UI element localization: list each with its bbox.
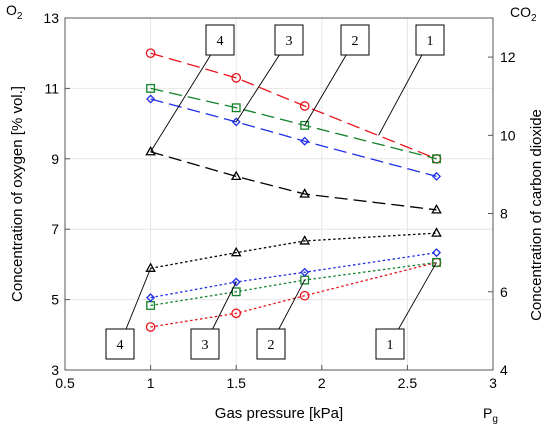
y-right-tick-label: 8: [500, 206, 508, 222]
callout-bottom-label: 1: [387, 338, 394, 353]
data-point-square: [432, 154, 441, 164]
data-point-circle: [145, 322, 156, 332]
series-o2-4: [145, 145, 442, 214]
series-line: [150, 261, 437, 328]
series-line: [150, 261, 437, 307]
callout-box: [274, 24, 304, 56]
series-o2-1: [145, 48, 442, 164]
series-line: [150, 151, 437, 211]
data-point-triangle: [230, 246, 242, 257]
y-left-tick-label: 3: [51, 362, 59, 378]
grid: [64, 17, 494, 371]
callout-bottom-label: 3: [202, 338, 209, 353]
data-point-triangle: [299, 235, 310, 245]
callout-leader: [150, 39, 221, 152]
callout-box: [415, 24, 445, 56]
y-left-tick-label: 7: [51, 221, 59, 237]
series-co2-1: [145, 257, 442, 332]
callout-top-label: 1: [427, 34, 434, 49]
series-group: [145, 48, 442, 332]
y-left-tick-label: 11: [44, 80, 59, 96]
x-tick-label: 2.5: [398, 375, 418, 391]
callout-box: [375, 328, 405, 360]
callout-leader: [378, 39, 431, 136]
data-point-square: [231, 103, 241, 113]
data-point-diamond: [146, 94, 156, 104]
series-line: [150, 87, 437, 160]
y-left-tick-label: 9: [51, 151, 59, 167]
callout-top-label: 2: [352, 34, 359, 49]
series-line: [150, 52, 437, 160]
data-point-circle: [299, 290, 310, 301]
data-point-triangle: [299, 188, 310, 198]
data-point-square: [146, 83, 156, 93]
callout-box: [205, 24, 235, 56]
callout-box: [105, 328, 135, 360]
data-point-circle: [299, 101, 310, 111]
y-left-axis-label: Concentration of oxygen [% vol.]: [9, 86, 26, 302]
callouts: 4 3 2 1 4 3 2 1: [105, 24, 445, 360]
y-right-axis-label: Concentration of carbon dioxide: [528, 109, 545, 321]
series-co2-2: [146, 257, 441, 310]
data-point-triangle: [431, 204, 442, 214]
data-point-circle: [231, 72, 242, 83]
x-tick-label: 1.5: [226, 375, 246, 391]
data-point-diamond: [431, 171, 442, 181]
series-line: [150, 98, 437, 178]
callout-bottom-label: 4: [117, 338, 124, 353]
series-o2-2: [146, 83, 441, 164]
data-point-triangle: [230, 170, 242, 181]
y-right-tick-label: 10: [500, 127, 516, 143]
data-point-diamond: [231, 277, 241, 287]
data-point-triangle: [431, 227, 442, 237]
x-tick-label: 0.5: [55, 375, 75, 391]
callout-box: [256, 328, 286, 360]
x-symbol: Pg: [483, 405, 498, 425]
series-line: [150, 232, 437, 269]
callout-top-label: 3: [286, 34, 293, 49]
x-tick-label: 1: [147, 375, 155, 391]
y-right-symbol: CO2: [510, 4, 537, 24]
data-point-diamond: [431, 248, 442, 258]
callout-bottom-label: 2: [268, 338, 275, 353]
series-co2-3: [146, 248, 442, 303]
y-right-tick-label: 6: [500, 284, 508, 300]
y-right-tick-label: 12: [500, 49, 516, 65]
x-axis-label: Gas pressure [kPa]: [215, 405, 343, 422]
y-right-tick-label: 4: [500, 362, 508, 378]
data-point-diamond: [300, 267, 310, 277]
data-point-triangle: [145, 262, 156, 272]
x-tick-label: 3: [489, 375, 497, 391]
data-point-square: [300, 120, 310, 130]
data-point-square: [432, 257, 441, 267]
callout-top-label: 4: [217, 34, 224, 49]
y-left-tick-label: 13: [43, 10, 59, 26]
plot-frame: [64, 17, 494, 371]
series-line: [150, 252, 437, 299]
y-left-symbol: O2: [6, 2, 23, 22]
data-point-diamond: [300, 136, 310, 146]
series-co2-4: [145, 227, 442, 272]
y-left-tick-label: 5: [51, 292, 59, 308]
data-point-diamond: [146, 293, 156, 303]
series-o2-3: [146, 94, 442, 181]
data-point-circle: [231, 308, 242, 319]
data-point-diamond: [231, 117, 241, 127]
callout-box: [190, 328, 220, 360]
x-tick-label: 2: [318, 375, 326, 391]
data-point-square: [231, 287, 241, 297]
data-point-circle: [145, 48, 156, 59]
data-point-triangle: [145, 145, 156, 156]
callout-box: [340, 24, 370, 56]
